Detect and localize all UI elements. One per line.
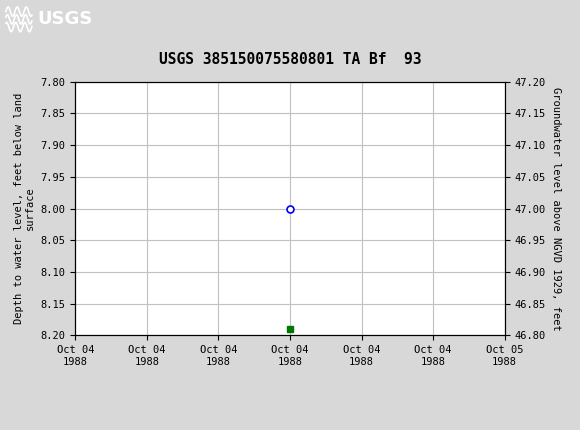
Y-axis label: Depth to water level, feet below land
surface: Depth to water level, feet below land su… [13, 93, 35, 324]
Legend: Period of approved data: Period of approved data [184, 429, 396, 430]
Text: USGS 385150075580801 TA Bf  93: USGS 385150075580801 TA Bf 93 [159, 52, 421, 67]
Y-axis label: Groundwater level above NGVD 1929, feet: Groundwater level above NGVD 1929, feet [551, 87, 561, 330]
Text: USGS: USGS [38, 10, 93, 28]
